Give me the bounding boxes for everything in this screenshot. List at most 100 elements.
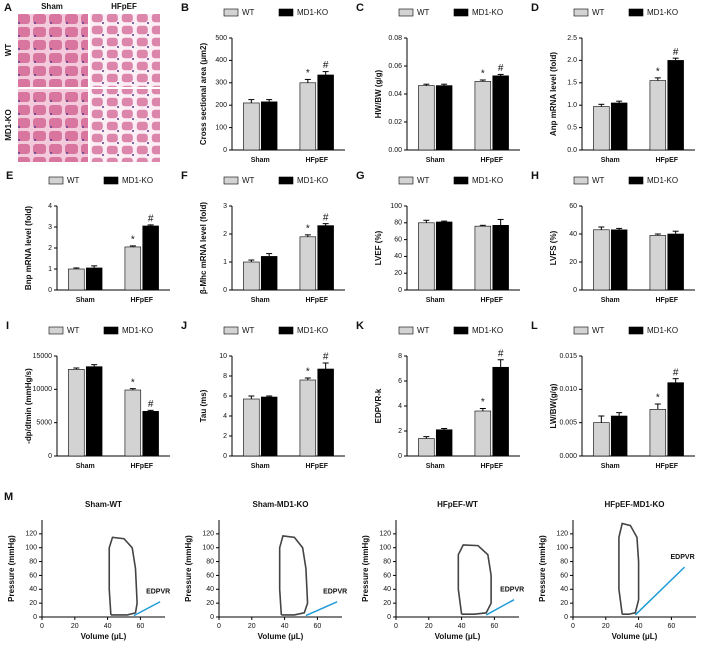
bar <box>317 225 334 291</box>
y-tick-label: 4 <box>398 403 402 410</box>
y-tick-label: 0 <box>223 287 227 294</box>
significance-mark: # <box>673 367 679 378</box>
bar <box>85 366 103 457</box>
bar <box>85 267 103 291</box>
y-tick-label: 0.000 <box>559 453 577 460</box>
y-tick-label: 80 <box>206 558 214 565</box>
y-tick-label: 0.5 <box>567 124 577 131</box>
x-tick-label: Sham <box>426 463 445 470</box>
y-axis-label: EDPVR-k <box>374 388 383 423</box>
legend-swatch <box>453 8 469 17</box>
bar <box>418 222 435 291</box>
x-axis-label: Volume (μL) <box>81 632 127 641</box>
y-tick-label: 100 <box>390 203 402 210</box>
y-tick-label: 100 <box>556 545 568 552</box>
panel-label: H <box>531 170 539 182</box>
y-tick-label: 100 <box>379 545 391 552</box>
significance-mark: # <box>498 63 504 74</box>
y-tick-label: 100 <box>215 124 227 131</box>
y-tick-label: 4 <box>223 413 227 420</box>
y-tick-label: 120 <box>202 531 214 538</box>
y-tick-label: 20 <box>383 600 391 607</box>
legend-label: MD1-KO <box>297 176 328 185</box>
x-tick-label: 20 <box>425 623 433 630</box>
x-axis-label: Volume (μL) <box>612 632 658 641</box>
x-tick-label: 60 <box>491 623 499 630</box>
x-tick-label: 0 <box>571 623 575 630</box>
x-tick-label: HFpEF <box>480 297 503 304</box>
panel-label: E <box>6 170 13 182</box>
legend-label: MD1-KO <box>122 176 153 185</box>
x-tick-label: 40 <box>281 623 289 630</box>
y-tick-label: 80 <box>560 558 568 565</box>
x-tick-label: 60 <box>137 623 145 630</box>
bar <box>593 422 610 457</box>
row-label: WT <box>4 44 13 57</box>
y-tick-label: 60 <box>383 572 391 579</box>
x-tick-label: Sham <box>251 297 270 304</box>
legend-label: MD1-KO <box>472 8 503 17</box>
bar <box>243 261 260 291</box>
significance-mark: # <box>148 399 154 410</box>
x-tick-label: 0 <box>217 623 221 630</box>
legend-label: WT <box>67 326 80 335</box>
significance-mark: * <box>656 393 660 404</box>
y-tick-label: 60 <box>569 203 577 210</box>
y-tick-label: 40 <box>206 586 214 593</box>
panel-label: I <box>6 320 9 332</box>
y-tick-label: 0 <box>398 287 402 294</box>
bar <box>593 229 610 291</box>
column-label: Sham <box>41 2 63 11</box>
significance-mark: # <box>323 352 329 363</box>
significance-mark: * <box>481 397 485 408</box>
y-tick-label: 0.08 <box>388 35 402 42</box>
x-tick-label: 40 <box>458 623 466 630</box>
bar <box>667 233 684 291</box>
legend-swatch <box>573 8 589 17</box>
y-tick-label: 0 <box>33 614 37 621</box>
y-tick-label: 3 <box>223 203 227 210</box>
legend-label: WT <box>67 176 80 185</box>
edpvr-label: EDPVR <box>146 589 170 596</box>
y-tick-label: 60 <box>206 572 214 579</box>
y-tick-label: 0 <box>387 614 391 621</box>
pv-loop <box>457 544 492 616</box>
y-axis-label: LVFS (%) <box>549 230 558 265</box>
y-axis-label: HW/BW (g/g) <box>374 69 383 118</box>
y-tick-label: 0 <box>48 453 52 460</box>
y-tick-label: 0.010 <box>559 386 577 393</box>
legend-swatch <box>628 326 644 335</box>
legend-swatch <box>573 326 589 335</box>
edpvr-label: EDPVR <box>323 589 347 596</box>
x-tick-label: Sham <box>426 157 445 164</box>
x-tick-label: Sham <box>251 157 270 164</box>
significance-mark: * <box>481 69 485 80</box>
legend-swatch <box>223 176 239 185</box>
y-tick-label: 0.00 <box>388 147 402 154</box>
bar <box>492 225 509 291</box>
legend-swatch <box>278 8 294 17</box>
x-tick-label: 0 <box>394 623 398 630</box>
x-tick-label: HFpEF <box>655 463 678 470</box>
legend-label: MD1-KO <box>122 326 153 335</box>
y-axis-label: Tau (ms) <box>199 389 208 422</box>
x-tick-label: HFpEF <box>305 157 328 164</box>
bar <box>317 74 334 151</box>
significance-mark: # <box>673 47 679 58</box>
y-axis-label: Pressure (mmHg) <box>184 535 193 602</box>
bar <box>610 229 628 291</box>
chart-title: Sham-WT <box>85 500 122 509</box>
panel-label: A <box>4 2 12 14</box>
panel-label: C <box>356 2 364 14</box>
x-tick-label: 0 <box>40 623 44 630</box>
y-tick-label: 0.06 <box>388 63 402 70</box>
y-tick-label: 100 <box>202 545 214 552</box>
x-tick-label: 40 <box>104 623 112 630</box>
legend-label: WT <box>417 326 430 335</box>
legend-label: WT <box>417 176 430 185</box>
y-tick-label: 2 <box>398 428 402 435</box>
x-tick-label: HFpEF <box>480 157 503 164</box>
y-tick-label: 8 <box>223 373 227 380</box>
y-tick-label: 2.5 <box>567 35 577 42</box>
legend-label: MD1-KO <box>297 8 328 17</box>
